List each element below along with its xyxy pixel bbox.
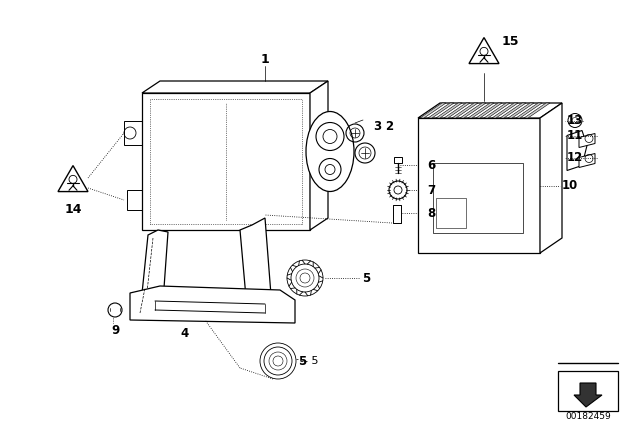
Polygon shape: [508, 103, 534, 118]
Polygon shape: [418, 103, 562, 118]
Polygon shape: [460, 103, 486, 118]
Polygon shape: [574, 383, 602, 407]
Polygon shape: [142, 93, 310, 230]
Polygon shape: [420, 103, 446, 118]
Polygon shape: [579, 154, 595, 168]
Polygon shape: [579, 134, 595, 147]
Circle shape: [108, 303, 122, 317]
Text: 2: 2: [385, 120, 393, 133]
Text: 8: 8: [427, 207, 435, 220]
Polygon shape: [452, 103, 478, 118]
Polygon shape: [436, 103, 462, 118]
Polygon shape: [500, 103, 526, 118]
Text: 3: 3: [373, 120, 381, 133]
Text: 11: 11: [567, 129, 583, 142]
Polygon shape: [310, 81, 328, 230]
Text: 10: 10: [562, 179, 579, 192]
Polygon shape: [444, 103, 470, 118]
Polygon shape: [240, 218, 272, 320]
Text: 00182459: 00182459: [565, 412, 611, 421]
Text: 9: 9: [111, 323, 119, 336]
Polygon shape: [492, 103, 518, 118]
Polygon shape: [58, 166, 88, 192]
Text: 5: 5: [298, 354, 307, 367]
Polygon shape: [524, 103, 550, 118]
Bar: [436, 198, 466, 228]
Text: 7: 7: [427, 184, 435, 197]
Bar: [558, 371, 618, 411]
Polygon shape: [418, 118, 540, 253]
Polygon shape: [476, 103, 502, 118]
Polygon shape: [469, 38, 499, 64]
Polygon shape: [484, 103, 510, 118]
Text: 14: 14: [64, 202, 82, 215]
Bar: [394, 157, 402, 163]
Text: -- 5: -- 5: [300, 356, 319, 366]
Text: 4: 4: [181, 327, 189, 340]
Polygon shape: [428, 103, 454, 118]
Polygon shape: [540, 103, 562, 253]
Polygon shape: [130, 286, 295, 323]
Text: 15: 15: [502, 34, 520, 47]
Polygon shape: [516, 103, 542, 118]
Text: 12: 12: [567, 151, 583, 164]
Text: 13: 13: [567, 114, 583, 127]
Polygon shape: [468, 103, 494, 118]
Text: 6: 6: [427, 159, 435, 172]
Ellipse shape: [306, 112, 354, 191]
Polygon shape: [567, 130, 587, 171]
Bar: [393, 205, 401, 223]
Text: 5: 5: [362, 271, 371, 284]
Polygon shape: [140, 230, 168, 320]
Polygon shape: [142, 81, 328, 93]
Bar: [433, 163, 523, 233]
Text: 1: 1: [260, 52, 269, 65]
